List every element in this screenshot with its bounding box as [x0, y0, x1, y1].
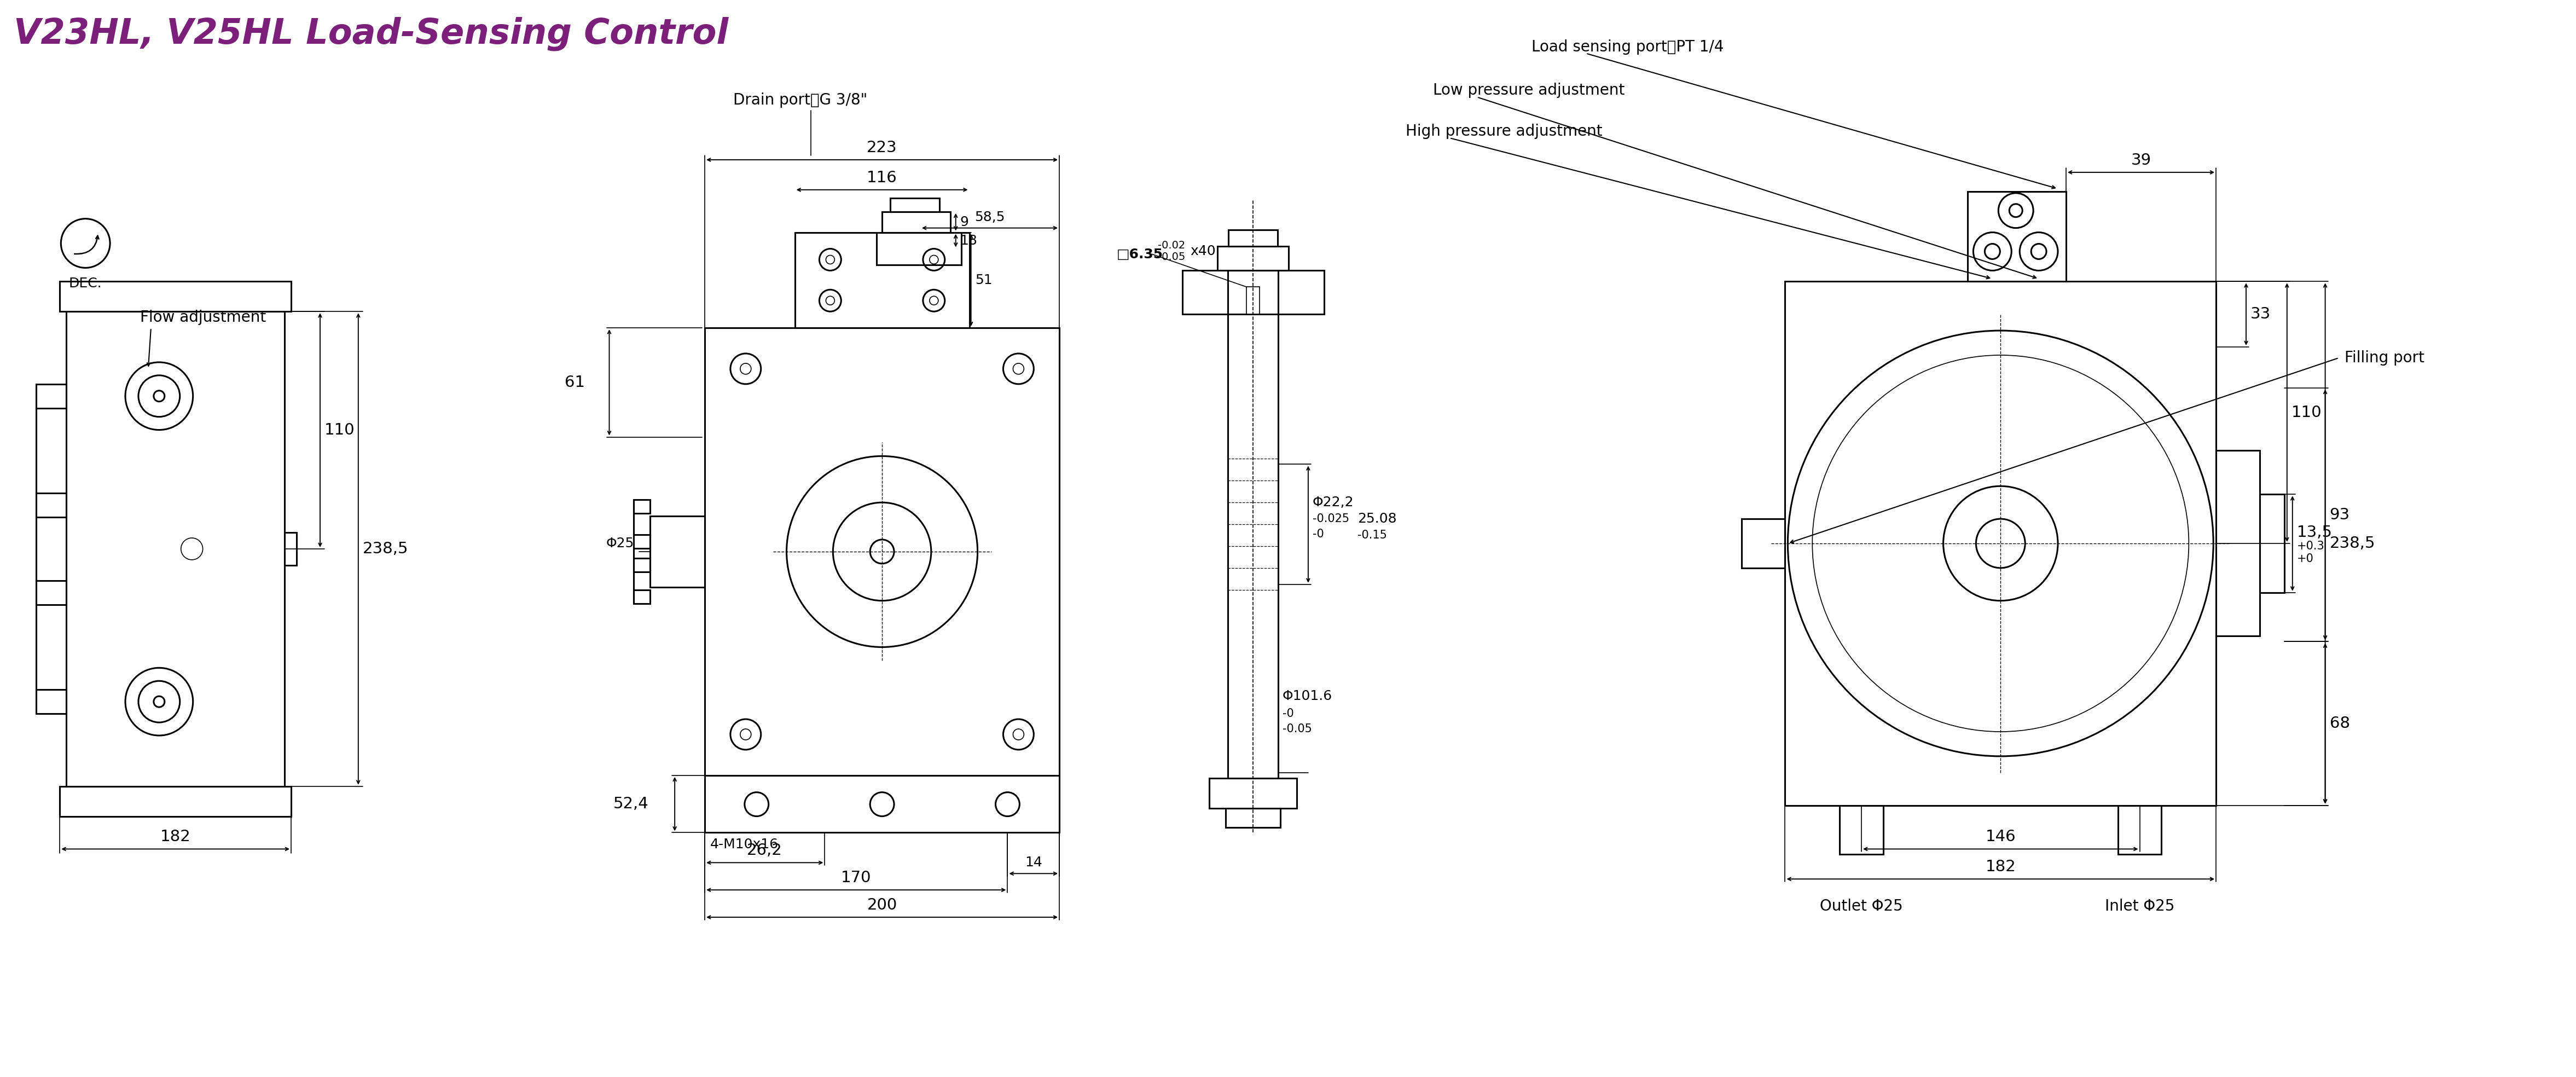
- Bar: [634, 558, 649, 572]
- Bar: [1247, 286, 1260, 314]
- Text: Φ101.6: Φ101.6: [1283, 689, 1332, 703]
- Bar: [881, 211, 951, 233]
- Bar: [1785, 281, 2215, 806]
- Text: 58,5: 58,5: [974, 210, 1005, 224]
- Text: 68: 68: [2329, 716, 2349, 731]
- Text: 110: 110: [2293, 405, 2321, 420]
- Text: V23HL, V25HL Load-Sensing Control: V23HL, V25HL Load-Sensing Control: [13, 17, 729, 51]
- Text: -0.15: -0.15: [1358, 530, 1386, 541]
- Text: 9: 9: [961, 215, 969, 228]
- Text: DEC.: DEC.: [70, 277, 103, 290]
- Bar: [36, 581, 67, 604]
- Text: 14: 14: [1025, 856, 1043, 869]
- Text: High pressure adjustment: High pressure adjustment: [1406, 124, 1602, 139]
- Bar: [59, 281, 291, 311]
- Bar: [2215, 450, 2259, 637]
- Bar: [706, 327, 1059, 775]
- Text: Φ22,2: Φ22,2: [1314, 495, 1355, 509]
- Text: Outlet Φ25: Outlet Φ25: [1819, 898, 1904, 914]
- Text: Φ25: Φ25: [605, 536, 634, 550]
- Bar: [1968, 192, 2066, 281]
- Text: Inlet Φ25: Inlet Φ25: [2105, 898, 2174, 914]
- Text: -0: -0: [1314, 529, 1324, 540]
- Bar: [1839, 806, 1883, 854]
- Bar: [1218, 246, 1288, 270]
- Text: 4-M10x16: 4-M10x16: [711, 838, 778, 851]
- Text: +0.3: +0.3: [2298, 541, 2324, 551]
- Bar: [36, 689, 67, 714]
- Bar: [634, 590, 649, 603]
- Text: x40: x40: [1190, 244, 1216, 258]
- Text: 238,5: 238,5: [363, 542, 410, 557]
- Text: -0: -0: [1283, 709, 1293, 719]
- Text: 39: 39: [2130, 153, 2151, 168]
- Text: □6.35: □6.35: [1115, 248, 1164, 261]
- Text: 200: 200: [868, 897, 896, 913]
- Bar: [1229, 270, 1278, 778]
- Text: -0.05: -0.05: [1157, 252, 1185, 262]
- Text: Flow adjustment: Flow adjustment: [139, 310, 265, 325]
- Text: 33: 33: [2251, 307, 2272, 322]
- Bar: [283, 532, 296, 565]
- Text: 13,5: 13,5: [2298, 524, 2331, 541]
- Bar: [36, 384, 67, 408]
- Text: 25.08: 25.08: [1358, 513, 1396, 526]
- Bar: [67, 311, 283, 786]
- Text: 93: 93: [2329, 507, 2349, 522]
- Text: Load sensing port：PT 1/4: Load sensing port：PT 1/4: [1530, 39, 1723, 55]
- Bar: [1211, 778, 1296, 808]
- Text: Low pressure adjustment: Low pressure adjustment: [1432, 83, 1625, 98]
- Text: 110: 110: [325, 422, 355, 438]
- Bar: [706, 775, 1059, 833]
- Text: Drain port：G 3/8": Drain port：G 3/8": [734, 93, 868, 108]
- Bar: [876, 233, 961, 265]
- Text: 51: 51: [976, 274, 992, 286]
- Text: 170: 170: [840, 870, 871, 885]
- Text: 223: 223: [868, 140, 896, 155]
- Bar: [36, 493, 67, 517]
- Text: -0.025: -0.025: [1314, 514, 1350, 524]
- Text: +0: +0: [2298, 554, 2313, 564]
- Text: 182: 182: [160, 829, 191, 844]
- Text: -0.02: -0.02: [1157, 240, 1185, 251]
- Text: Filling port: Filling port: [2344, 350, 2424, 365]
- Text: 52,4: 52,4: [613, 796, 649, 812]
- Bar: [796, 233, 969, 327]
- Bar: [2117, 806, 2161, 854]
- Bar: [649, 516, 706, 587]
- Text: 182: 182: [1986, 859, 2017, 875]
- Bar: [634, 500, 649, 514]
- Bar: [1741, 519, 1785, 568]
- Text: 146: 146: [1986, 829, 2017, 844]
- Text: 61: 61: [564, 375, 585, 390]
- Bar: [1226, 808, 1280, 827]
- Text: 238,5: 238,5: [2329, 535, 2375, 551]
- Bar: [1182, 270, 1324, 314]
- Bar: [891, 198, 940, 211]
- Text: -0.05: -0.05: [1283, 724, 1311, 735]
- Bar: [1229, 229, 1278, 246]
- Text: 26,2: 26,2: [747, 843, 783, 858]
- Bar: [634, 534, 649, 548]
- Bar: [59, 786, 291, 816]
- Text: 18: 18: [961, 234, 976, 247]
- Text: 116: 116: [866, 170, 896, 185]
- Bar: [2259, 494, 2285, 592]
